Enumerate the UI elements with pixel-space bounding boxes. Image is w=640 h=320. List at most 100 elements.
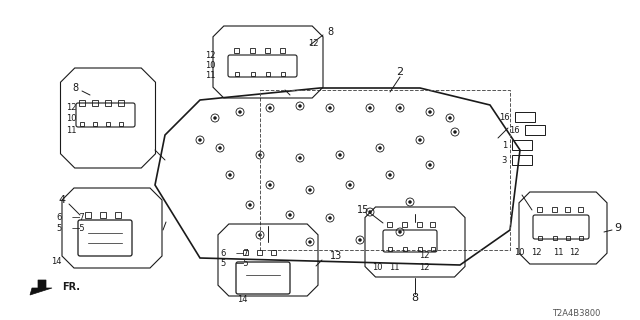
Text: 12: 12 — [419, 262, 429, 271]
Bar — [265, 48, 270, 53]
Text: 12: 12 — [531, 247, 541, 257]
Text: 10: 10 — [515, 247, 525, 257]
Circle shape — [388, 173, 392, 177]
Text: 12: 12 — [308, 38, 319, 47]
Text: 16: 16 — [499, 113, 510, 122]
Bar — [257, 250, 262, 255]
Text: 10: 10 — [372, 262, 383, 271]
Circle shape — [298, 105, 301, 108]
Bar — [106, 122, 110, 126]
Circle shape — [454, 131, 456, 133]
Bar — [403, 247, 407, 251]
Text: 14: 14 — [237, 295, 248, 305]
Text: 16: 16 — [509, 125, 520, 134]
Text: 12: 12 — [419, 252, 429, 260]
Circle shape — [228, 173, 232, 177]
Bar — [512, 155, 532, 165]
Text: 8: 8 — [412, 293, 419, 303]
Text: 10: 10 — [205, 60, 216, 69]
Bar — [525, 125, 545, 135]
Bar — [79, 100, 85, 106]
Text: 15: 15 — [357, 205, 369, 215]
Bar — [235, 72, 239, 76]
Circle shape — [408, 201, 412, 204]
Bar — [578, 207, 583, 212]
Bar — [430, 222, 435, 227]
Bar — [85, 212, 91, 218]
Text: 6: 6 — [56, 212, 62, 221]
Text: 11: 11 — [553, 247, 563, 257]
Text: 11: 11 — [205, 70, 216, 79]
Circle shape — [269, 107, 271, 109]
Text: 8: 8 — [72, 83, 78, 93]
Text: 12: 12 — [67, 102, 77, 111]
Text: T2A4B3800: T2A4B3800 — [552, 308, 600, 317]
Text: —7: —7 — [236, 249, 250, 258]
Bar — [118, 100, 124, 106]
Text: 4: 4 — [58, 195, 65, 205]
Bar — [243, 250, 248, 255]
Circle shape — [449, 116, 451, 119]
Circle shape — [378, 147, 381, 149]
Text: 5: 5 — [57, 223, 62, 233]
Bar — [417, 222, 422, 227]
Circle shape — [298, 156, 301, 159]
Text: FR.: FR. — [62, 282, 80, 292]
Circle shape — [239, 110, 241, 114]
Text: 11: 11 — [388, 262, 399, 271]
Bar — [512, 140, 532, 150]
Bar — [280, 48, 285, 53]
Text: 13: 13 — [330, 251, 342, 261]
Bar — [566, 236, 570, 240]
Circle shape — [218, 147, 221, 149]
Circle shape — [339, 154, 342, 156]
Bar — [431, 247, 435, 251]
Polygon shape — [30, 280, 52, 295]
Text: —5: —5 — [236, 260, 250, 268]
Bar — [418, 247, 422, 251]
Circle shape — [198, 139, 202, 141]
Circle shape — [349, 183, 351, 187]
Text: 5: 5 — [221, 260, 226, 268]
Circle shape — [429, 110, 431, 114]
Circle shape — [259, 154, 262, 156]
Bar — [388, 247, 392, 251]
Bar — [80, 122, 84, 126]
Bar — [234, 48, 239, 53]
Bar — [515, 112, 535, 122]
Circle shape — [328, 217, 332, 220]
Circle shape — [214, 116, 216, 119]
Bar — [105, 100, 111, 106]
Text: —7: —7 — [72, 212, 86, 221]
Circle shape — [259, 234, 262, 236]
Circle shape — [369, 211, 371, 213]
Circle shape — [358, 238, 362, 242]
Circle shape — [289, 213, 291, 217]
Bar — [271, 250, 276, 255]
Text: 6: 6 — [221, 249, 226, 258]
Text: —5: —5 — [72, 223, 86, 233]
Bar — [553, 236, 557, 240]
Circle shape — [308, 241, 312, 244]
Text: 14: 14 — [51, 258, 62, 267]
Bar — [100, 212, 106, 218]
Bar — [251, 72, 255, 76]
Bar — [266, 72, 270, 76]
Text: 11: 11 — [67, 125, 77, 134]
Bar — [250, 48, 255, 53]
Bar — [92, 100, 98, 106]
Circle shape — [399, 230, 401, 234]
Circle shape — [399, 107, 401, 109]
Bar — [115, 212, 121, 218]
Circle shape — [328, 107, 332, 109]
Text: 10: 10 — [67, 114, 77, 123]
Circle shape — [369, 107, 371, 109]
Text: 12: 12 — [569, 247, 579, 257]
Text: 3: 3 — [502, 156, 507, 164]
Text: 9: 9 — [614, 223, 621, 233]
Circle shape — [269, 183, 271, 187]
Bar — [537, 207, 542, 212]
Circle shape — [308, 188, 312, 191]
Circle shape — [248, 204, 252, 206]
Circle shape — [429, 164, 431, 166]
